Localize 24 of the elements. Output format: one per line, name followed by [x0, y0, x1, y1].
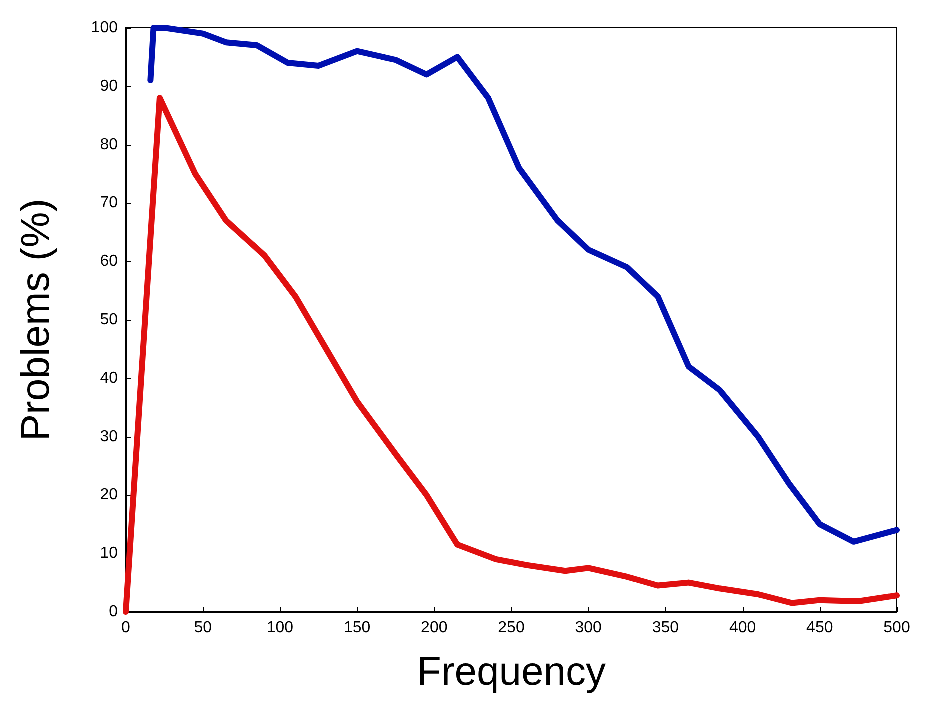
y-tick-label: 60	[100, 253, 118, 270]
x-tick-label: 0	[122, 620, 131, 636]
y-tick-label: 0	[109, 604, 118, 620]
x-tick-label: 150	[344, 620, 371, 636]
y-tick-label: 40	[100, 370, 118, 387]
x-axis-title: Frequency	[417, 650, 606, 694]
x-tick-label: 50	[194, 620, 212, 636]
y-tick-label: 20	[100, 486, 118, 504]
y-tick-label: 10	[100, 545, 118, 562]
x-tick-label: 300	[575, 620, 602, 636]
y-tick-label: 70	[100, 194, 118, 212]
x-tick-label: 450	[806, 620, 834, 636]
y-axis-title: Problems (%)	[14, 198, 58, 442]
x-tick-label: 100	[266, 620, 294, 636]
x-tick-label: 500	[884, 620, 910, 636]
y-tick-label: 30	[100, 428, 118, 446]
y-tick-label: 80	[100, 136, 118, 154]
y-tick-label: 50	[100, 312, 118, 328]
x-tick-label: 350	[652, 620, 680, 636]
x-tick-label: 200	[421, 620, 448, 636]
x-tick-label: 400	[729, 620, 756, 636]
y-tick-label: 100	[91, 20, 118, 36]
x-tick-label: 250	[498, 620, 525, 636]
y-tick-label: 90	[100, 78, 118, 95]
